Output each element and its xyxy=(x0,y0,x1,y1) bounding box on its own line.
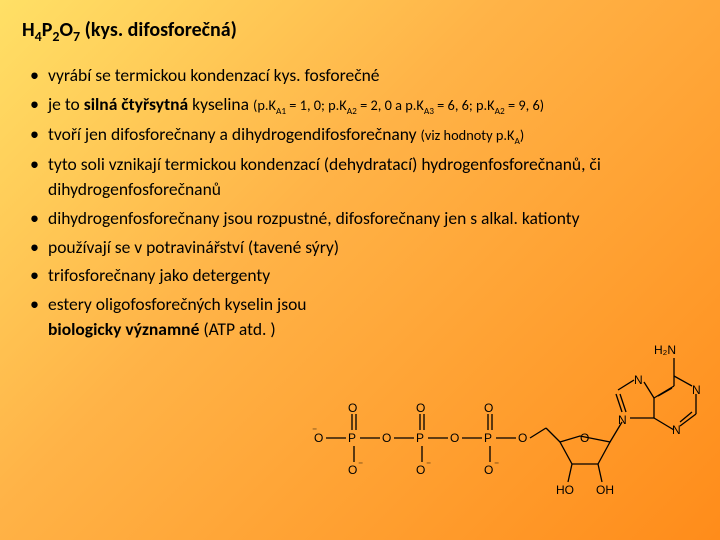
svg-text:O: O xyxy=(348,401,357,415)
svg-text:N: N xyxy=(672,423,681,437)
li-bold: biologicky významné xyxy=(48,318,199,340)
svg-text:O: O xyxy=(416,463,425,477)
t-pre: H xyxy=(22,18,35,42)
pk-rel: = 9, 6) xyxy=(505,96,544,114)
atp-svg: O ⁻ P O O⁻ O P O O⁻ O P O O⁻ xyxy=(312,314,702,534)
list-item: je to silná čtyřsytná kyselina (p.KA1 = … xyxy=(48,92,698,118)
svg-text:O: O xyxy=(518,431,527,445)
svg-text:O: O xyxy=(484,401,493,415)
phosphate-3: P O O⁻ O xyxy=(462,401,527,477)
pk-sub: A2 xyxy=(495,105,505,117)
li-bold: silná čtyřsytná xyxy=(84,93,188,115)
pk-rel: = 1, 0; xyxy=(286,96,328,114)
t-s1: 4 xyxy=(35,28,42,45)
tail-end: ) xyxy=(520,126,524,144)
pk-sub: A2 xyxy=(347,105,357,117)
t-s2: 2 xyxy=(52,28,59,45)
li-text: vyrábí se termickou kondenzací kys. fosf… xyxy=(48,64,380,86)
bullet-list: vyrábí se termickou kondenzací kys. fosf… xyxy=(22,63,698,342)
list-item: používají se v potravinářství (tavené sý… xyxy=(48,235,698,260)
phosphate-2: P O O⁻ O xyxy=(394,401,459,477)
pk-sub: A1 xyxy=(276,105,286,117)
li-pre: estery oligofosforečných kyselin jsou xyxy=(48,293,307,315)
li-pre: je to xyxy=(48,93,84,115)
svg-text:O: O xyxy=(348,463,357,477)
svg-text:⁻: ⁻ xyxy=(312,426,317,437)
li-text: používají se v potravinářství (tavené sý… xyxy=(48,236,339,258)
svg-text:P: P xyxy=(484,431,492,445)
pk-group: (p.KA1 = 1, 0; p.KA2 = 2, 0 a p.KA3 = 6,… xyxy=(253,96,544,114)
svg-text:⁻: ⁻ xyxy=(494,460,499,471)
pk-pfx: (p.K xyxy=(253,96,276,114)
svg-text:O: O xyxy=(450,431,459,445)
phosphate-1: O ⁻ P O O⁻ O xyxy=(312,401,391,477)
li-tail: (viz hodnoty p.KA) xyxy=(421,126,525,144)
svg-text:P: P xyxy=(348,431,356,445)
t-m1: P xyxy=(42,18,53,42)
list-item: tyto soli vznikají termickou kondenzací … xyxy=(48,152,698,202)
svg-text:N: N xyxy=(618,413,627,427)
svg-text:O: O xyxy=(580,431,589,445)
svg-text:OH: OH xyxy=(596,483,614,497)
t-suf: (kys. difosforečná) xyxy=(80,18,237,42)
li-text: tyto soli vznikají termickou kondenzací … xyxy=(48,153,601,200)
svg-text:H₂N: H₂N xyxy=(654,343,676,357)
adenine: N N N N H₂N xyxy=(616,343,701,437)
tail-pre: (viz hodnoty p.K xyxy=(421,126,515,144)
pk-sub: A3 xyxy=(424,105,434,117)
list-item: tvoří jen difosforečnany a dihydrogendif… xyxy=(48,122,698,148)
pk-rel: = 6, 6; xyxy=(434,96,476,114)
list-item: vyrábí se termickou kondenzací kys. fosf… xyxy=(48,63,698,88)
page-title: H4P2O7 (kys. difosforečná) xyxy=(22,18,698,45)
svg-text:O: O xyxy=(382,431,391,445)
svg-text:P: P xyxy=(416,431,424,445)
li-text: trifosforečnany jako detergenty xyxy=(48,264,270,286)
svg-text:O: O xyxy=(416,401,425,415)
svg-text:O: O xyxy=(484,463,493,477)
li-text: dihydrogenfosforečnany jsou rozpustné, d… xyxy=(48,207,580,229)
ribose: O HO OH xyxy=(530,422,622,497)
li-post: (ATP atd. ) xyxy=(199,318,275,340)
list-item: dihydrogenfosforečnany jsou rozpustné, d… xyxy=(48,206,698,231)
t-m2: O xyxy=(60,18,74,42)
svg-text:N: N xyxy=(634,373,643,387)
li-text: tvoří jen difosforečnany a dihydrogendif… xyxy=(48,123,421,145)
atp-structure-diagram: O ⁻ P O O⁻ O P O O⁻ O P O O⁻ xyxy=(312,314,702,534)
li-post: kyselina xyxy=(188,93,253,115)
svg-text:⁻: ⁻ xyxy=(426,460,431,471)
svg-text:HO: HO xyxy=(556,483,574,497)
svg-text:N: N xyxy=(692,383,701,397)
list-item: trifosforečnany jako detergenty xyxy=(48,263,698,288)
pk-rel: = 2, 0 a xyxy=(357,96,405,114)
svg-text:⁻: ⁻ xyxy=(358,460,363,471)
